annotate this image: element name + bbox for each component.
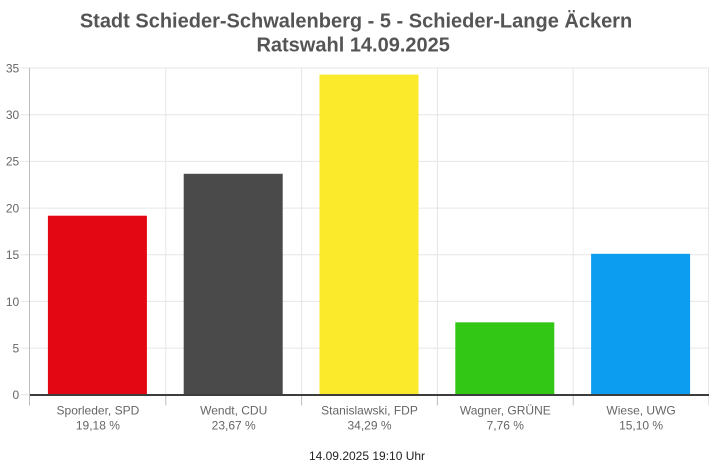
svg-text:34,29 %: 34,29 % bbox=[347, 418, 391, 432]
svg-text:23,67 %: 23,67 % bbox=[212, 418, 256, 432]
svg-text:Wagner, GRÜNE: Wagner, GRÜNE bbox=[460, 404, 551, 418]
svg-text:19,18 %: 19,18 % bbox=[76, 418, 120, 432]
svg-text:30: 30 bbox=[6, 108, 20, 122]
svg-text:15,10 %: 15,10 % bbox=[619, 418, 663, 432]
svg-text:Stanislawski, FDP: Stanislawski, FDP bbox=[321, 404, 418, 418]
svg-text:14.09.2025 19:10 Uhr: 14.09.2025 19:10 Uhr bbox=[309, 449, 425, 463]
svg-text:25: 25 bbox=[6, 155, 20, 169]
svg-text:Wendt, CDU: Wendt, CDU bbox=[200, 404, 267, 418]
svg-text:10: 10 bbox=[6, 295, 20, 309]
svg-text:Ratswahl 14.09.2025: Ratswahl 14.09.2025 bbox=[256, 34, 449, 56]
svg-text:35: 35 bbox=[6, 61, 20, 75]
svg-text:20: 20 bbox=[6, 201, 20, 215]
svg-text:Sporleder, SPD: Sporleder, SPD bbox=[57, 404, 140, 418]
svg-text:0: 0 bbox=[13, 388, 20, 402]
svg-text:Wiese, UWG: Wiese, UWG bbox=[606, 404, 675, 418]
svg-text:5: 5 bbox=[13, 341, 20, 355]
svg-text:7,76 %: 7,76 % bbox=[487, 418, 525, 432]
svg-text:15: 15 bbox=[6, 248, 20, 262]
svg-text:Stadt Schieder-Schwalenberg -: Stadt Schieder-Schwalenberg - 5 - Schied… bbox=[80, 10, 632, 33]
